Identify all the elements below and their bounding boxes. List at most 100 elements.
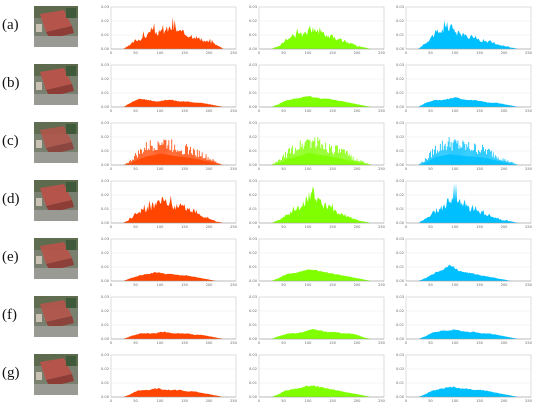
x-tick-label: 50 (281, 109, 286, 113)
x-tick-label: 100 (157, 109, 165, 113)
y-tick-label: 0.03 (396, 63, 404, 67)
y-tick-label: 0.00 (396, 47, 405, 51)
y-tick-label: 0.02 (249, 19, 257, 23)
y-tick-label: 0.01 (101, 265, 109, 269)
histogram-c-green: 0.03 0.02 0.01 0.00 0 50 100 150 200 250 (239, 120, 387, 172)
x-tick-label: 250 (525, 225, 533, 229)
y-tick-label: 0.02 (396, 251, 404, 255)
y-tick-label: 0.02 (101, 77, 109, 81)
x-tick-label: 100 (452, 167, 460, 171)
histogram-a-green: 0.03 0.02 0.01 0.00 0 50 100 150 200 250 (239, 4, 387, 56)
x-tick-label: 50 (133, 399, 138, 403)
histogram-svg-f-red: 0.03 0.02 0.01 0.000 50 100 150 200 250 (101, 295, 238, 345)
x-tick-label: 100 (157, 283, 165, 287)
y-tick-label: 0.02 (101, 367, 109, 371)
y-tick-label: 0.02 (396, 77, 404, 81)
x-tick-label: 0 (405, 167, 408, 171)
series-area-red (111, 272, 236, 281)
y-tick-label: 0.00 (249, 221, 258, 225)
row-label-d: (d) (2, 191, 20, 207)
x-tick-label: 50 (281, 167, 286, 171)
histogram-svg-d-red: 0.03 0.02 0.01 0.000 50 100 150 200 250 (101, 179, 238, 229)
y-tick-label: 0.03 (101, 353, 109, 357)
x-tick-label: 0 (405, 51, 408, 55)
y-tick-label: 0.02 (396, 135, 404, 139)
x-tick-label: 200 (501, 341, 509, 345)
x-tick-label: 150 (181, 225, 189, 229)
y-tick-label: 0.00 (101, 395, 110, 399)
y-tick-label: 0.01 (396, 323, 404, 327)
histogram-svg-d-blue: 0.03 0.02 0.01 0.000 50 100 150 200 250 (396, 179, 533, 229)
x-tick-label: 0 (405, 225, 408, 229)
x-tick-label: 50 (281, 341, 286, 345)
series-area-green (259, 269, 384, 281)
x-tick-label: 150 (329, 225, 337, 229)
y-tick-label: 0.03 (396, 353, 404, 357)
row-label-e: (e) (2, 249, 19, 265)
histogram-e-red: 0.03 0.02 0.01 0.00 0 50 100 150 200 250 (91, 236, 239, 288)
y-tick-label: 0.02 (101, 309, 109, 313)
x-tick-label: 200 (354, 51, 362, 55)
x-tick-label: 250 (378, 341, 386, 345)
x-tick-label: 250 (230, 283, 238, 287)
y-tick-label: 0.01 (396, 381, 404, 385)
y-tick-label: 0.02 (101, 19, 109, 23)
x-tick-label: 50 (428, 341, 433, 345)
y-tick-label: 0.00 (249, 337, 258, 341)
y-tick-label: 0.02 (101, 251, 109, 255)
y-tick-label: 0.00 (396, 105, 405, 109)
x-tick-label: 0 (110, 225, 113, 229)
x-tick-label: 0 (405, 283, 408, 287)
histogram-e-green: 0.03 0.02 0.01 0.00 0 50 100 150 200 250 (239, 236, 387, 288)
series-area-green (259, 328, 384, 339)
y-tick-label: 0.00 (249, 47, 258, 51)
x-tick-label: 0 (110, 283, 113, 287)
x-tick-label: 0 (258, 341, 261, 345)
x-tick-label: 100 (452, 283, 460, 287)
series-area-red (111, 331, 236, 339)
x-tick-label: 0 (258, 167, 261, 171)
x-tick-label: 250 (525, 51, 533, 55)
y-tick-label: 0.01 (101, 91, 109, 95)
histogram-svg-e-red: 0.03 0.02 0.01 0.000 50 100 150 200 250 (101, 237, 238, 287)
y-tick-label: 0.03 (249, 237, 257, 241)
x-tick-label: 0 (405, 399, 408, 403)
plot-frame (110, 296, 237, 340)
x-tick-label: 50 (428, 51, 433, 55)
y-tick-label: 0.02 (396, 193, 404, 197)
y-tick-label: 0.03 (396, 295, 404, 299)
x-tick-label: 250 (230, 225, 238, 229)
x-tick-label: 150 (329, 399, 337, 403)
histogram-e-blue: 0.03 0.02 0.01 0.00 0 50 100 150 200 250 (386, 236, 534, 288)
x-tick-label: 150 (476, 399, 484, 403)
series-area-blue (406, 20, 531, 49)
x-tick-label: 250 (378, 225, 386, 229)
x-tick-label: 250 (230, 51, 238, 55)
x-tick-label: 100 (452, 341, 460, 345)
histogram-svg-e-green: 0.03 0.02 0.01 0.000 50 100 150 200 250 (249, 237, 386, 287)
x-tick-label: 200 (206, 283, 214, 287)
aerial-thumbnail-e (34, 238, 78, 279)
x-tick-label: 50 (281, 51, 286, 55)
y-tick-label: 0.00 (101, 163, 110, 167)
histogram-f-green: 0.03 0.02 0.01 0.00 0 50 100 150 200 250 (239, 294, 387, 346)
x-tick-label: 150 (329, 341, 337, 345)
aerial-thumbnail-a (34, 6, 78, 47)
x-tick-label: 100 (157, 167, 165, 171)
series-area-red (111, 98, 236, 107)
x-tick-label: 200 (354, 341, 362, 345)
x-tick-label: 250 (230, 109, 238, 113)
histogram-svg-g-blue: 0.03 0.02 0.01 0.000 50 100 150 200 250 (396, 353, 533, 403)
aerial-thumbnail-g (34, 354, 78, 395)
x-tick-label: 200 (206, 341, 214, 345)
series-area-blue (406, 183, 531, 223)
x-tick-label: 150 (181, 341, 189, 345)
y-tick-label: 0.03 (101, 63, 109, 67)
histogram-c-red: 0.03 0.02 0.01 0.00 0 50 100 150 200 250 (91, 120, 239, 172)
histogram-svg-b-blue: 0.03 0.02 0.01 0.000 50 100 150 200 250 (396, 63, 533, 113)
x-tick-label: 150 (476, 283, 484, 287)
x-tick-label: 50 (133, 225, 138, 229)
x-tick-label: 100 (157, 341, 165, 345)
x-tick-label: 50 (133, 109, 138, 113)
series-area-green (259, 95, 384, 107)
